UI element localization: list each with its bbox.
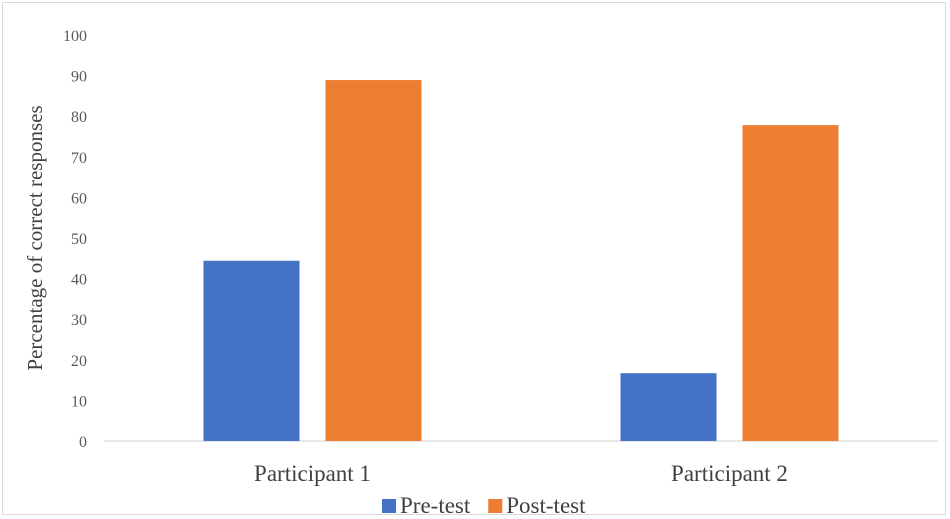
y-tick-label: 10 [71,393,87,410]
x-axis: Participant 1 Participant 2 [254,461,788,486]
y-tick-label: 40 [71,272,87,289]
y-tick-label: 80 [71,109,87,126]
bar-post-test-2 [743,125,839,441]
y-axis-title: Percentage of correct responses [23,105,47,370]
y-tick-label: 90 [71,69,87,86]
legend-swatch [488,499,502,513]
y-tick-label: 30 [71,312,87,329]
y-tick-label: 20 [71,353,87,370]
bars-group [204,80,839,441]
x-tick-label: Participant 1 [254,461,371,486]
y-axis: 0 10 20 30 40 50 60 70 80 90 100 [63,28,87,451]
x-tick-label: Participant 2 [671,461,788,486]
legend-swatch [382,499,396,513]
legend-label: Pre-test [400,493,471,518]
y-tick-label: 70 [71,150,87,167]
bar-pre-test-2 [621,373,717,441]
y-tick-label: 60 [71,190,87,207]
bar-post-test-1 [326,80,422,441]
legend: Pre-test Post-test [382,493,586,518]
bar-pre-test-1 [204,261,300,441]
legend-label: Post-test [506,493,586,518]
y-tick-label: 50 [71,231,87,248]
y-tick-label: 100 [63,28,87,45]
y-tick-label: 0 [79,434,87,451]
